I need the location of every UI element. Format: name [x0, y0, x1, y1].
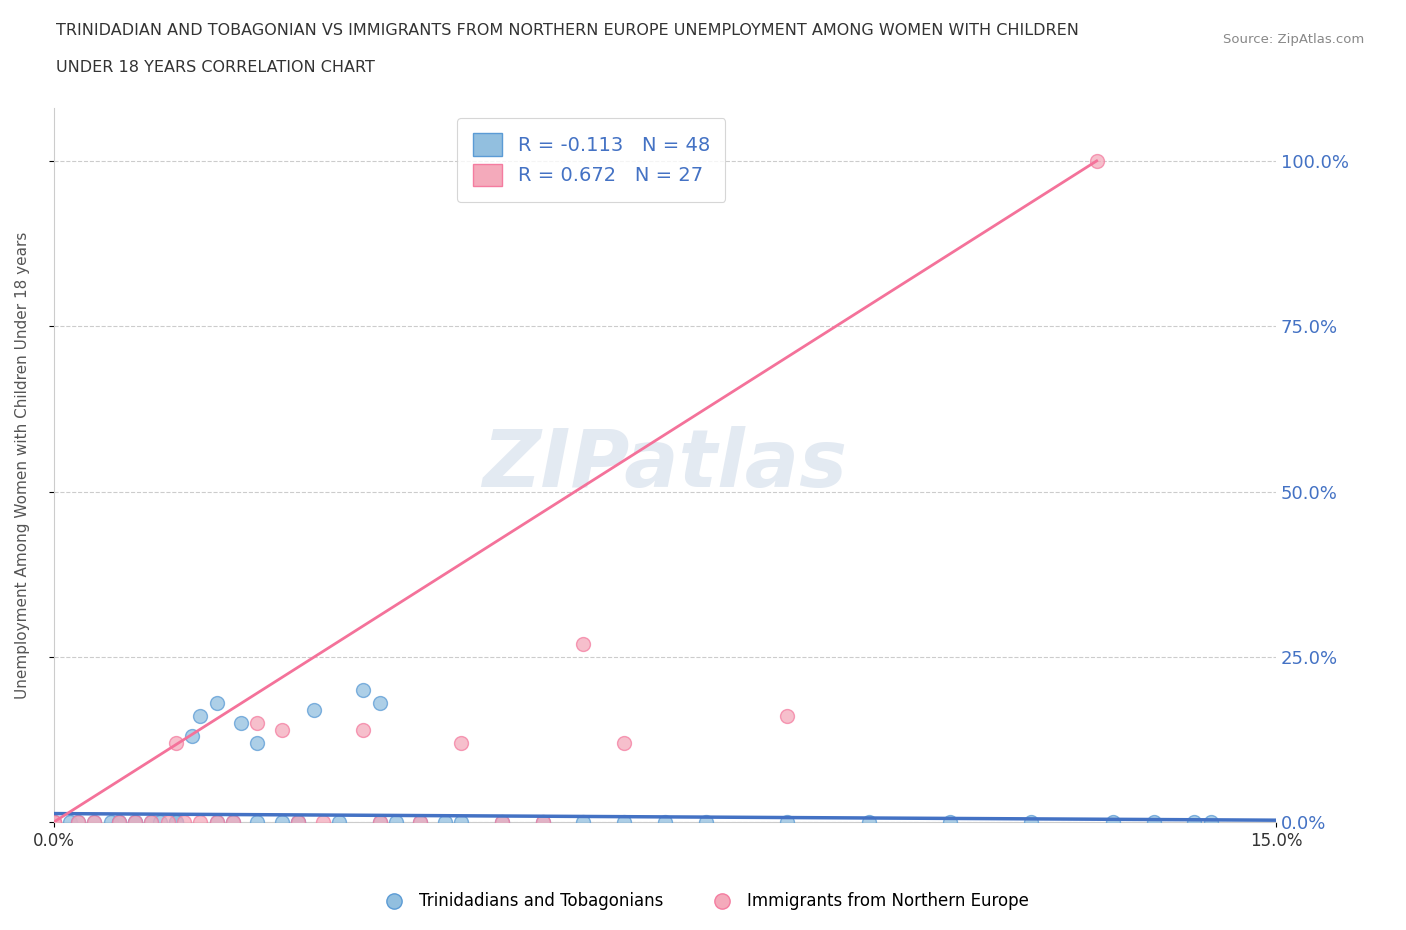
Point — [352, 723, 374, 737]
Point — [1143, 815, 1166, 830]
Point — [188, 815, 211, 830]
Point — [229, 715, 252, 730]
Point — [148, 815, 170, 830]
Point — [222, 815, 245, 830]
Legend: R = -0.113   N = 48, R = 0.672   N = 27: R = -0.113 N = 48, R = 0.672 N = 27 — [457, 118, 725, 202]
Point — [83, 815, 105, 830]
Point — [1102, 815, 1125, 830]
Point — [107, 815, 129, 830]
Point — [205, 815, 228, 830]
Point — [1085, 153, 1108, 168]
Point — [165, 815, 187, 830]
Point — [246, 815, 269, 830]
Legend: Trinidadians and Tobagonians, Immigrants from Northern Europe: Trinidadians and Tobagonians, Immigrants… — [371, 885, 1035, 917]
Point — [368, 815, 391, 830]
Point — [141, 815, 163, 830]
Text: Source: ZipAtlas.com: Source: ZipAtlas.com — [1223, 33, 1364, 46]
Point — [328, 815, 350, 830]
Point — [491, 815, 513, 830]
Point — [181, 729, 204, 744]
Point — [939, 815, 962, 830]
Point — [246, 736, 269, 751]
Point — [107, 815, 129, 830]
Y-axis label: Unemployment Among Women with Children Under 18 years: Unemployment Among Women with Children U… — [15, 232, 30, 698]
Point — [287, 815, 309, 830]
Point — [188, 709, 211, 724]
Point — [165, 815, 187, 830]
Point — [42, 815, 65, 830]
Point — [572, 815, 595, 830]
Point — [433, 815, 456, 830]
Point — [270, 815, 292, 830]
Point — [67, 815, 90, 830]
Point — [695, 815, 717, 830]
Point — [165, 815, 187, 830]
Point — [124, 815, 146, 830]
Point — [776, 815, 799, 830]
Point — [491, 815, 513, 830]
Point — [287, 815, 309, 830]
Point — [1021, 815, 1043, 830]
Point — [385, 815, 408, 830]
Point — [450, 736, 472, 751]
Point — [368, 696, 391, 711]
Point — [613, 736, 636, 751]
Point — [124, 815, 146, 830]
Point — [270, 723, 292, 737]
Point — [304, 702, 326, 717]
Point — [165, 736, 187, 751]
Point — [450, 815, 472, 830]
Point — [124, 815, 146, 830]
Point — [156, 815, 179, 830]
Point — [613, 815, 636, 830]
Point — [368, 815, 391, 830]
Point — [59, 815, 82, 830]
Point — [42, 815, 65, 830]
Point — [1199, 815, 1222, 830]
Point — [205, 815, 228, 830]
Point — [287, 815, 309, 830]
Text: ZIPatlas: ZIPatlas — [482, 426, 848, 504]
Text: UNDER 18 YEARS CORRELATION CHART: UNDER 18 YEARS CORRELATION CHART — [56, 60, 375, 75]
Point — [222, 815, 245, 830]
Point — [246, 715, 269, 730]
Point — [141, 815, 163, 830]
Point — [67, 815, 90, 830]
Text: TRINIDADIAN AND TOBAGONIAN VS IMMIGRANTS FROM NORTHERN EUROPE UNEMPLOYMENT AMONG: TRINIDADIAN AND TOBAGONIAN VS IMMIGRANTS… — [56, 23, 1080, 38]
Point — [531, 815, 554, 830]
Point — [205, 696, 228, 711]
Point — [311, 815, 333, 830]
Point — [409, 815, 432, 830]
Point — [83, 815, 105, 830]
Point — [42, 815, 65, 830]
Point — [107, 815, 129, 830]
Point — [1184, 815, 1206, 830]
Point — [352, 683, 374, 698]
Point — [531, 815, 554, 830]
Point — [100, 815, 122, 830]
Point — [409, 815, 432, 830]
Point — [572, 636, 595, 651]
Point — [654, 815, 676, 830]
Point — [858, 815, 880, 830]
Point — [776, 709, 799, 724]
Point — [173, 815, 195, 830]
